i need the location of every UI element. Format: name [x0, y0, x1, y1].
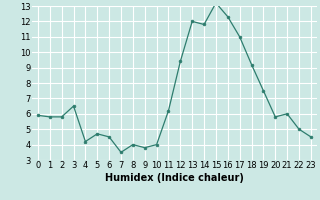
X-axis label: Humidex (Indice chaleur): Humidex (Indice chaleur): [105, 173, 244, 183]
